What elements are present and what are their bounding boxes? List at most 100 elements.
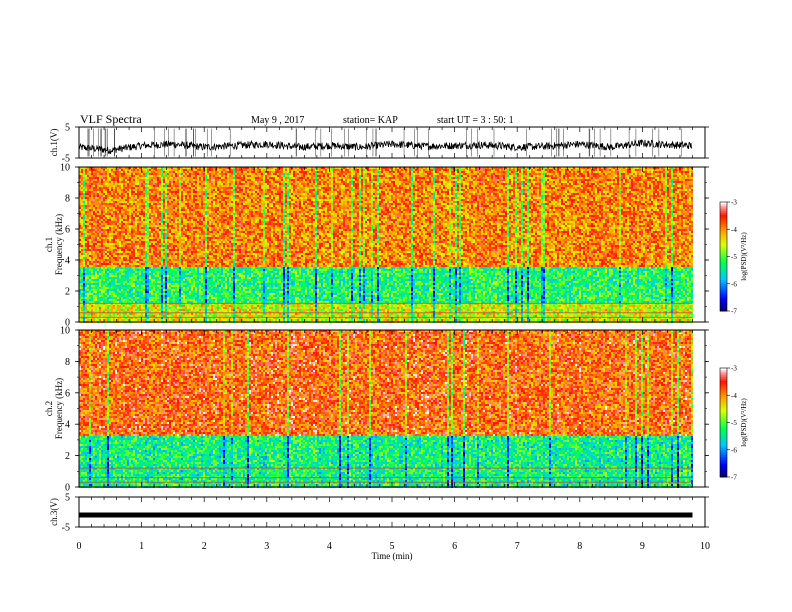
psd-cell — [91, 179, 93, 181]
psd-cell — [83, 263, 85, 265]
psd-cell — [91, 201, 93, 203]
psd-cell — [93, 231, 95, 233]
psd-cell — [87, 217, 89, 219]
psd-cell — [81, 307, 83, 309]
psd-cell — [97, 249, 99, 251]
psd-cell — [81, 191, 83, 193]
psd-cell — [101, 281, 103, 283]
psd-cell — [97, 281, 99, 283]
psd-cell — [93, 171, 95, 173]
psd-cell — [89, 183, 91, 185]
psd-cell — [87, 245, 89, 247]
psd-cell — [89, 237, 91, 239]
psd-cell — [99, 189, 101, 191]
psd-cell — [85, 299, 87, 301]
psd-cell — [93, 213, 95, 215]
psd-cell — [87, 267, 89, 269]
psd-cell — [85, 293, 87, 295]
psd-cell — [81, 261, 83, 263]
spectrogram-cells — [79, 167, 693, 323]
psd-cell — [87, 247, 89, 249]
psd-cell — [91, 251, 93, 253]
psd-cell — [83, 245, 85, 247]
psd-cell — [99, 277, 101, 279]
psd-cell — [97, 171, 99, 173]
psd-cell — [103, 239, 105, 241]
psd-cell — [103, 235, 105, 237]
psd-cell — [87, 229, 89, 231]
psd-cell — [81, 235, 83, 237]
psd-cell — [95, 313, 97, 315]
psd-cell — [93, 257, 95, 259]
psd-cell — [81, 195, 83, 197]
psd-cell — [101, 287, 103, 289]
psd-cell — [85, 177, 87, 179]
psd-cell — [93, 297, 95, 299]
psd-cell — [85, 241, 87, 243]
psd-cell — [93, 235, 95, 237]
psd-cell — [81, 183, 83, 185]
psd-cell — [101, 235, 103, 237]
psd-cell — [87, 279, 89, 281]
psd-cell — [95, 217, 97, 219]
psd-cell — [87, 299, 89, 301]
psd-cell — [101, 297, 103, 299]
psd-cell — [83, 223, 85, 225]
psd-cell — [99, 177, 101, 179]
psd-cell — [97, 253, 99, 255]
psd-cell — [99, 289, 101, 291]
psd-cell — [99, 275, 101, 277]
psd-cell — [101, 247, 103, 249]
psd-cell — [97, 263, 99, 265]
psd-cell — [87, 175, 89, 177]
psd-cell — [97, 307, 99, 309]
psd-cell — [89, 201, 91, 203]
psd-cell — [101, 211, 103, 213]
psd-cell — [81, 287, 83, 289]
psd-cell — [97, 273, 99, 275]
psd-cell — [89, 247, 91, 249]
psd-cell — [93, 313, 95, 315]
psd-cell — [87, 319, 89, 321]
psd-cell — [93, 293, 95, 295]
psd-cell — [89, 231, 91, 233]
psd-cell — [81, 257, 83, 259]
psd-cell — [85, 283, 87, 285]
psd-cell — [101, 217, 103, 219]
psd-cell — [93, 319, 95, 321]
psd-cell — [103, 219, 105, 221]
psd-cell — [89, 263, 91, 265]
psd-cell — [89, 169, 91, 171]
psd-cell — [91, 177, 93, 179]
psd-cell — [101, 215, 103, 217]
psd-cell — [85, 319, 87, 321]
psd-cell — [81, 271, 83, 273]
psd-cell — [99, 297, 101, 299]
psd-cell — [101, 269, 103, 271]
psd-cell — [83, 315, 85, 317]
psd-cell — [99, 195, 101, 197]
psd-cell — [91, 309, 93, 311]
psd-cell — [87, 313, 89, 315]
psd-cell — [91, 255, 93, 257]
psd-cell — [103, 183, 105, 185]
psd-cell — [97, 259, 99, 261]
psd-cell — [97, 205, 99, 207]
psd-cell — [101, 283, 103, 285]
psd-cell — [101, 277, 103, 279]
psd-cell — [89, 313, 91, 315]
psd-cell — [83, 173, 85, 175]
psd-cell — [95, 281, 97, 283]
psd-cell — [97, 219, 99, 221]
psd-cell — [89, 227, 91, 229]
psd-cell — [83, 179, 85, 181]
psd-cell — [87, 261, 89, 263]
psd-cell — [93, 241, 95, 243]
psd-cell — [87, 209, 89, 211]
psd-cell — [83, 169, 85, 171]
psd-cell — [85, 281, 87, 283]
psd-cell — [97, 231, 99, 233]
psd-cell — [101, 229, 103, 231]
psd-cell — [83, 195, 85, 197]
psd-cell — [89, 223, 91, 225]
